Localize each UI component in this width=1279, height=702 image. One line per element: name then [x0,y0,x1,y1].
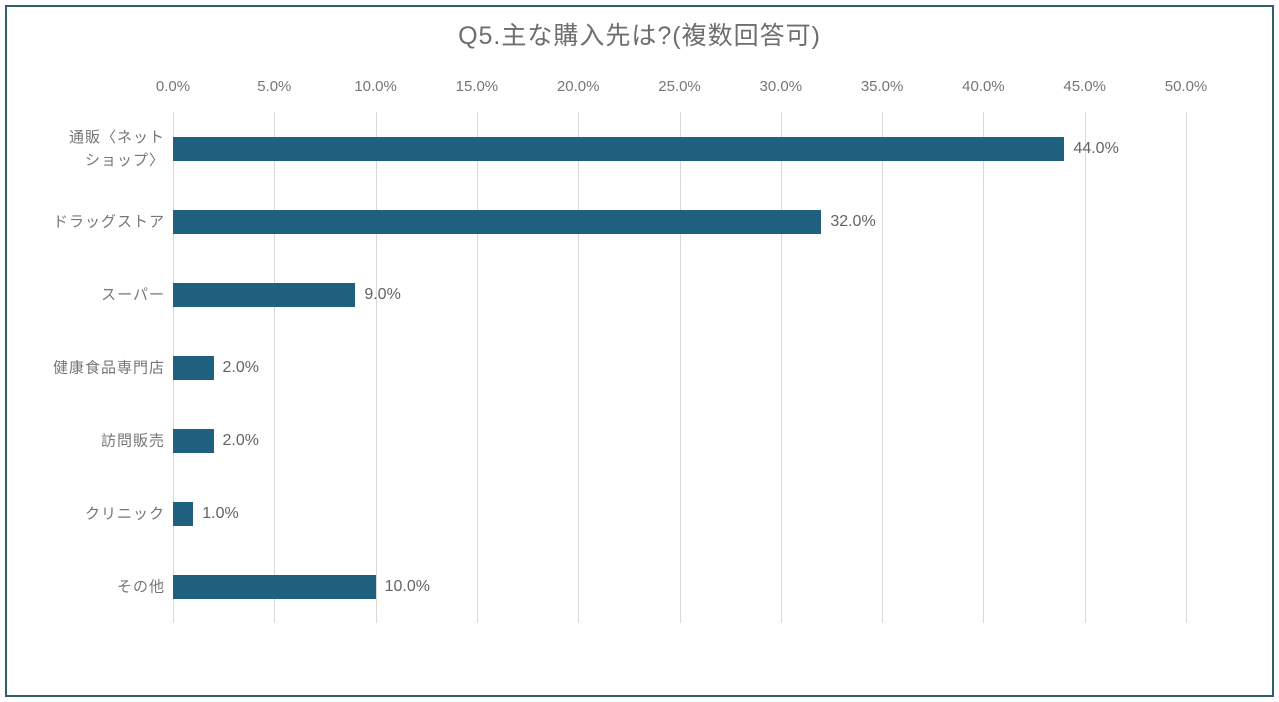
bar-row: 2.0% [173,331,1186,404]
gridline [1084,112,1086,623]
gridline [679,112,681,623]
bar [173,574,376,599]
gridline [882,112,884,623]
plot-area: 44.0% 32.0% 9.0% 2.0% 2.0% 1.0% 10.0% [173,112,1187,623]
y-axis-category-label: 通販〈ネット ショップ〉 [68,128,165,169]
bar-row: 32.0% [173,185,1186,258]
y-axis-category-label: スーパー [101,285,165,303]
data-label: 44.0% [1073,139,1119,157]
gridline [1186,112,1187,623]
data-label: 1.0% [202,504,239,522]
y-axis-category-label: 健康食品専門店 [52,358,165,376]
x-tick-label: 0.0% [155,78,191,95]
bar [173,282,356,307]
bar [173,136,1065,161]
x-tick-label: 50.0% [1164,78,1208,95]
bar-row: 9.0% [173,258,1186,331]
bar [173,355,214,380]
x-tick-label: 30.0% [759,78,803,95]
y-axis-category-label: ドラッグストア [52,212,165,230]
gridline [375,112,377,623]
gridline [780,112,782,623]
gridline [274,112,276,623]
x-tick-label: 15.0% [455,78,499,95]
data-label: 9.0% [364,285,401,303]
bar-row: 1.0% [173,477,1186,550]
x-tick-label: 5.0% [257,78,292,95]
bar-row: 2.0% [173,404,1186,477]
x-tick-label: 45.0% [1063,78,1106,95]
bar-row: 10.0% [173,550,1186,623]
bar-row: 44.0% [173,112,1186,185]
x-tick-label: 20.0% [556,78,600,95]
data-label: 2.0% [222,358,259,376]
x-tick-label: 35.0% [860,78,904,95]
gridline [578,112,580,623]
bar [173,428,214,453]
y-axis-category-label: 訪問販売 [100,431,165,449]
y-axis-labels: 通販〈ネット ショップ〉ドラッグストアスーパー健康食品専門店訪問販売クリニックそ… [18,112,165,623]
data-label: 10.0% [384,577,430,595]
bar [173,209,822,234]
x-tick-label: 40.0% [962,78,1005,95]
data-label: 32.0% [830,212,876,230]
chart-title: Q5.主な購入先は?(複数回答可) [458,22,821,50]
y-axis-category-label: クリニック [84,504,165,522]
x-tick-label: 25.0% [658,78,701,95]
bar [173,501,194,526]
data-label: 2.0% [222,431,259,449]
x-tick-label: 10.0% [354,78,397,95]
x-axis: 0.0% 5.0% 10.0% 15.0% 20.0% 25.0% 30.0% 35.0% 40… [156,78,1207,98]
y-axis-category-label: その他 [116,577,165,595]
gridline [983,112,985,623]
gridline [476,112,478,623]
